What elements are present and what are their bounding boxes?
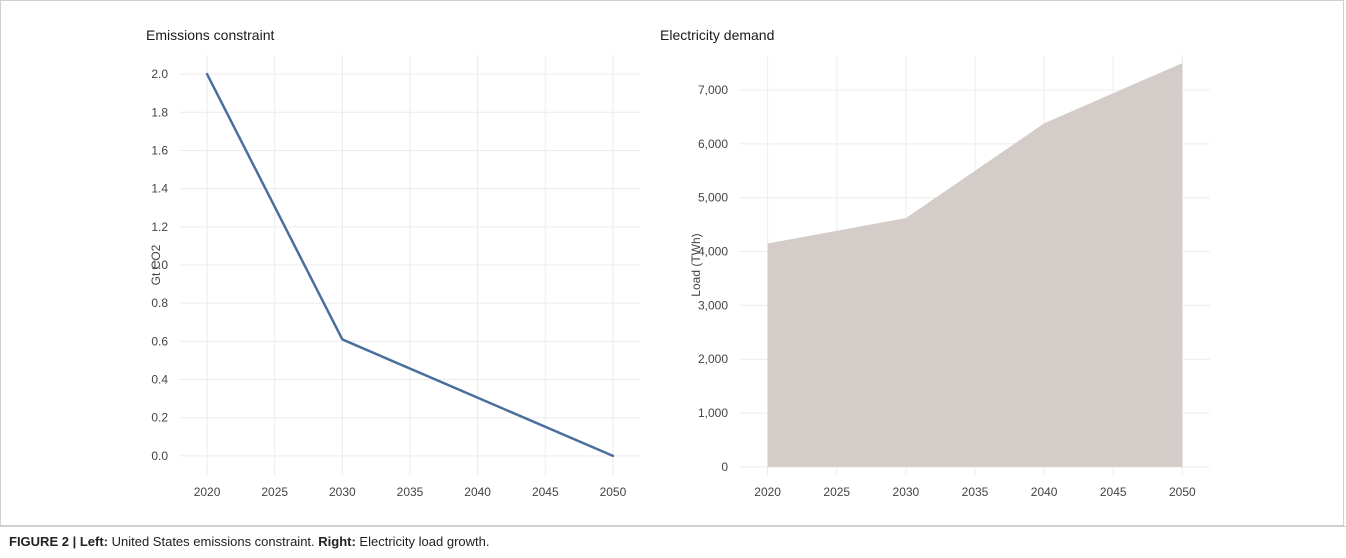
- emissions-y-tick-label: 1.2: [151, 220, 168, 234]
- emissions-y-tick-label: 1.8: [151, 105, 168, 119]
- demand-y-tick-label: 7,000: [698, 83, 728, 97]
- demand-x-tick-label: 2025: [823, 485, 850, 499]
- emissions-chart-title: Emissions constraint: [146, 27, 274, 43]
- emissions-y-tick-label: 0.8: [151, 296, 168, 310]
- emissions-grid: [180, 55, 640, 475]
- demand-x-tick-label: 2030: [893, 485, 920, 499]
- demand-y-tick-label: 1,000: [698, 406, 728, 420]
- emissions-y-tick-label: 0.2: [151, 411, 168, 425]
- caption-divider: [0, 526, 1346, 527]
- demand-y-tick-label: 4,000: [698, 245, 728, 259]
- caption-right-text: Electricity load growth.: [355, 534, 490, 549]
- emissions-y-tick-label: 1.4: [151, 182, 168, 196]
- demand-y-axis-label: Load (TWh): [689, 233, 703, 296]
- demand-x-tick-label: 2045: [1100, 485, 1127, 499]
- emissions-x-tick-label: 2040: [464, 485, 491, 499]
- emissions-x-tick-label: 2035: [397, 485, 424, 499]
- demand-x-tick-label: 2040: [1031, 485, 1058, 499]
- demand-x-tick-label: 2050: [1169, 485, 1196, 499]
- emissions-y-tick-label: 2.0: [151, 67, 168, 81]
- demand-y-tick-label: 0: [721, 460, 728, 474]
- caption-right-label: Right:: [318, 534, 356, 549]
- figure-frame: [0, 0, 1344, 526]
- demand-chart: Electricity demand 0 1,000 2,000 3,000 4,000 5…: [660, 27, 1210, 499]
- emissions-y-tick-label: 0.0: [151, 449, 168, 463]
- emissions-x-tick-label: 2050: [600, 485, 627, 499]
- emissions-y-axis-label: Gt CO2: [149, 244, 163, 285]
- demand-y-tick-label: 2,000: [698, 352, 728, 366]
- demand-y-tick-label: 3,000: [698, 298, 728, 312]
- demand-x-tick-label: 2035: [962, 485, 989, 499]
- demand-chart-title: Electricity demand: [660, 27, 774, 43]
- caption-left-text: United States emissions constraint.: [108, 534, 319, 549]
- emissions-y-tick-label: 1.0: [151, 258, 168, 272]
- demand-series-area: [767, 63, 1183, 467]
- emissions-x-tick-label: 2045: [532, 485, 559, 499]
- demand-y-tick-label: 5,000: [698, 191, 728, 205]
- demand-y-tick-label: 6,000: [698, 137, 728, 151]
- emissions-x-tick-label: 2020: [194, 485, 221, 499]
- emissions-y-tick-label: 0.6: [151, 334, 168, 348]
- emissions-chart: Emissions constraint 0.0 0.2 0.4 0.6 0.8 1.0 1.…: [146, 27, 640, 499]
- figure-caption: FIGURE 2 | Left: United States emissions…: [9, 534, 489, 549]
- emissions-x-tick-label: 2030: [329, 485, 356, 499]
- caption-figure-label: FIGURE 2 |: [9, 534, 80, 549]
- emissions-chart-panel: Emissions constraint 0.0 0.2 0.4 0.6 0.8 1.0 1.…: [0, 0, 660, 526]
- demand-x-tick-label: 2020: [754, 485, 781, 499]
- emissions-series-line: [205, 72, 615, 458]
- emissions-y-tick-label: 0.4: [151, 373, 168, 387]
- emissions-x-tick-label: 2025: [261, 485, 288, 499]
- demand-chart-panel: Electricity demand 0 1,000 2,000 3,000 4,000 5…: [660, 0, 1346, 526]
- emissions-y-tick-label: 1.6: [151, 143, 168, 157]
- caption-left-label: Left:: [79, 534, 108, 549]
